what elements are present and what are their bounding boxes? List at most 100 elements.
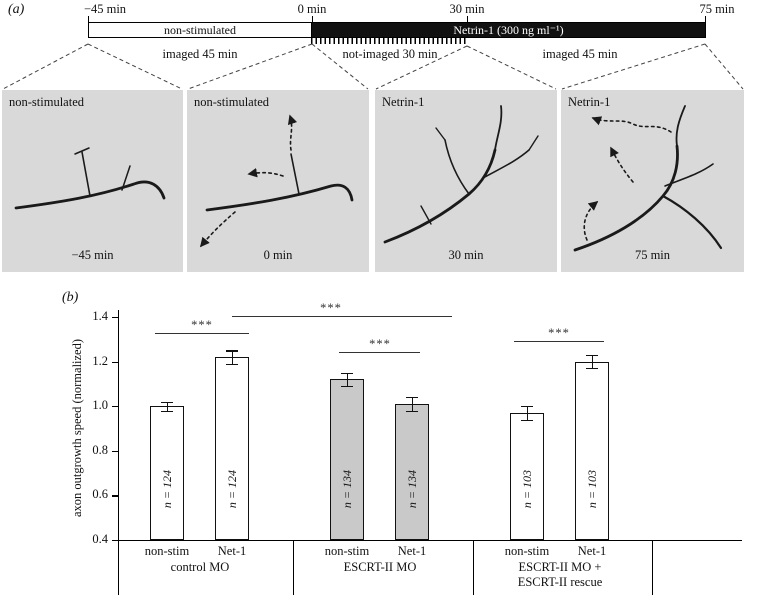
group-divider <box>118 540 120 595</box>
phase-label: imaged 45 min <box>542 47 618 61</box>
significance-line <box>155 333 249 335</box>
y-tick <box>112 361 118 363</box>
error-bar-cap-bottom <box>226 363 238 366</box>
error-bar-cap-bottom <box>521 419 533 421</box>
timeline-tick <box>88 16 89 22</box>
error-bar-line <box>167 401 169 411</box>
error-bar-cap-top <box>586 354 598 357</box>
bar-n-label: n = 103 <box>520 469 534 509</box>
error-bar-cap-bottom <box>586 368 598 370</box>
significance-stars: *** <box>548 326 570 340</box>
bar-condition-label: Net-1 <box>577 544 607 558</box>
group-divider <box>652 540 654 595</box>
group-label: ESCRT-II rescue <box>517 575 603 589</box>
bar-condition-label: Net-1 <box>217 544 247 558</box>
y-tick <box>112 406 118 408</box>
group-label: ESCRT-II MO <box>343 560 417 574</box>
error-bar-line <box>527 406 529 420</box>
y-tick-label: 0.4 <box>92 532 108 546</box>
y-tick-label: 1.2 <box>92 353 108 368</box>
micrograph-title: non-stimulated <box>194 95 269 109</box>
timeline-tick-label: 0 min <box>297 2 327 16</box>
timeline-tick-label: −45 min <box>83 2 127 16</box>
error-bar-cap-top <box>521 406 533 408</box>
micrograph-time: 75 min <box>634 248 671 262</box>
bar-escrt-ii-mo-net-1 <box>395 403 429 540</box>
timeline-segment-nonstim: non-stimulated <box>88 22 312 38</box>
y-tick-label: 0.8 <box>92 442 108 457</box>
timeline-tick-label: 75 min <box>699 2 735 16</box>
micrograph-panel-4: Netrin-1 75 min <box>561 90 744 272</box>
phase-label: not-imaged 30 min <box>342 47 438 61</box>
y-tick <box>112 540 118 542</box>
x-axis-line <box>118 540 742 542</box>
micrograph-time: 30 min <box>448 248 484 262</box>
group-label: control MO <box>170 560 230 574</box>
timeline-tick <box>312 16 313 22</box>
error-bar-cap-bottom <box>406 410 418 412</box>
significance-line <box>339 352 420 354</box>
group-divider <box>473 540 475 595</box>
micrograph-panel-2: non-stimulated 0 min <box>187 90 369 272</box>
bar-condition-label: non-stim <box>324 544 370 558</box>
group-divider <box>293 540 295 595</box>
timeline-tick <box>467 16 468 22</box>
bar-n-label: n = 134 <box>405 469 419 509</box>
error-bar-cap-top <box>406 397 418 399</box>
timeline-tick <box>705 16 706 22</box>
bar-control-mo-net-1 <box>215 357 249 540</box>
bar-n-label: n = 134 <box>340 469 354 509</box>
axon-drawing-1 <box>14 147 166 210</box>
timeline-tick-label: 30 min <box>449 2 485 16</box>
bar-escrt-ii-mo-non-stim <box>330 379 364 540</box>
micrograph-title: Netrin-1 <box>382 95 425 109</box>
timeline-projection-lines <box>2 43 744 90</box>
y-tick <box>112 317 118 319</box>
bar-condition-label: non-stim <box>144 544 190 558</box>
axon-drawing-2 <box>199 114 354 248</box>
micrograph-title: Netrin-1 <box>568 95 611 109</box>
error-bar-cap-bottom <box>341 386 353 388</box>
bar-escrt-ii-mo-net-1 <box>575 361 609 540</box>
panel-a-label: (a) <box>8 2 25 17</box>
error-bar-line <box>232 350 234 364</box>
micrograph-time: 0 min <box>263 248 293 262</box>
y-tick-label: 1.4 <box>92 309 108 323</box>
axon-drawing-4 <box>573 105 723 252</box>
significance-stars: *** <box>320 301 342 315</box>
y-tick <box>112 495 118 497</box>
micrograph-panel-1: non-stimulated −45 min <box>2 90 183 272</box>
micrograph-time: −45 min <box>71 248 114 262</box>
bar-n-label: n = 103 <box>585 469 599 509</box>
bar-condition-label: Net-1 <box>397 544 427 558</box>
micrograph-title: non-stimulated <box>9 95 84 109</box>
error-bar-cap-top <box>226 350 238 352</box>
bar-n-label: n = 124 <box>225 469 239 509</box>
bar-escrt-ii-mo-non-stim <box>510 412 544 540</box>
error-bar-line <box>347 372 349 387</box>
y-axis-line <box>118 310 120 541</box>
y-tick <box>112 450 118 452</box>
timeline-segment-netrin: Netrin-1 (300 ng ml⁻¹) <box>311 22 706 38</box>
bar-control-mo-non-stim <box>150 406 184 540</box>
error-bar-line <box>412 397 414 411</box>
significance-stars: *** <box>191 318 213 332</box>
error-bar-cap-top <box>161 401 173 403</box>
micrograph-panel-3: Netrin-1 30 min <box>375 90 557 272</box>
phase-label: imaged 45 min <box>162 47 238 61</box>
significance-line <box>232 316 452 318</box>
bar-condition-label: non-stim <box>504 544 550 558</box>
error-bar-line <box>592 354 594 369</box>
bar-n-label: n = 124 <box>160 469 174 509</box>
error-bar-cap-top <box>341 372 353 374</box>
y-tick-label: 1.0 <box>92 398 108 413</box>
significance-stars: *** <box>369 337 391 351</box>
group-label: ESCRT-II MO + <box>518 560 602 574</box>
panel-b-label: (b) <box>62 290 79 305</box>
y-tick-label: 0.6 <box>92 487 108 502</box>
axon-drawing-3 <box>383 105 539 244</box>
not-imaged-hatch-strip <box>311 38 467 44</box>
error-bar-cap-bottom <box>161 410 173 412</box>
